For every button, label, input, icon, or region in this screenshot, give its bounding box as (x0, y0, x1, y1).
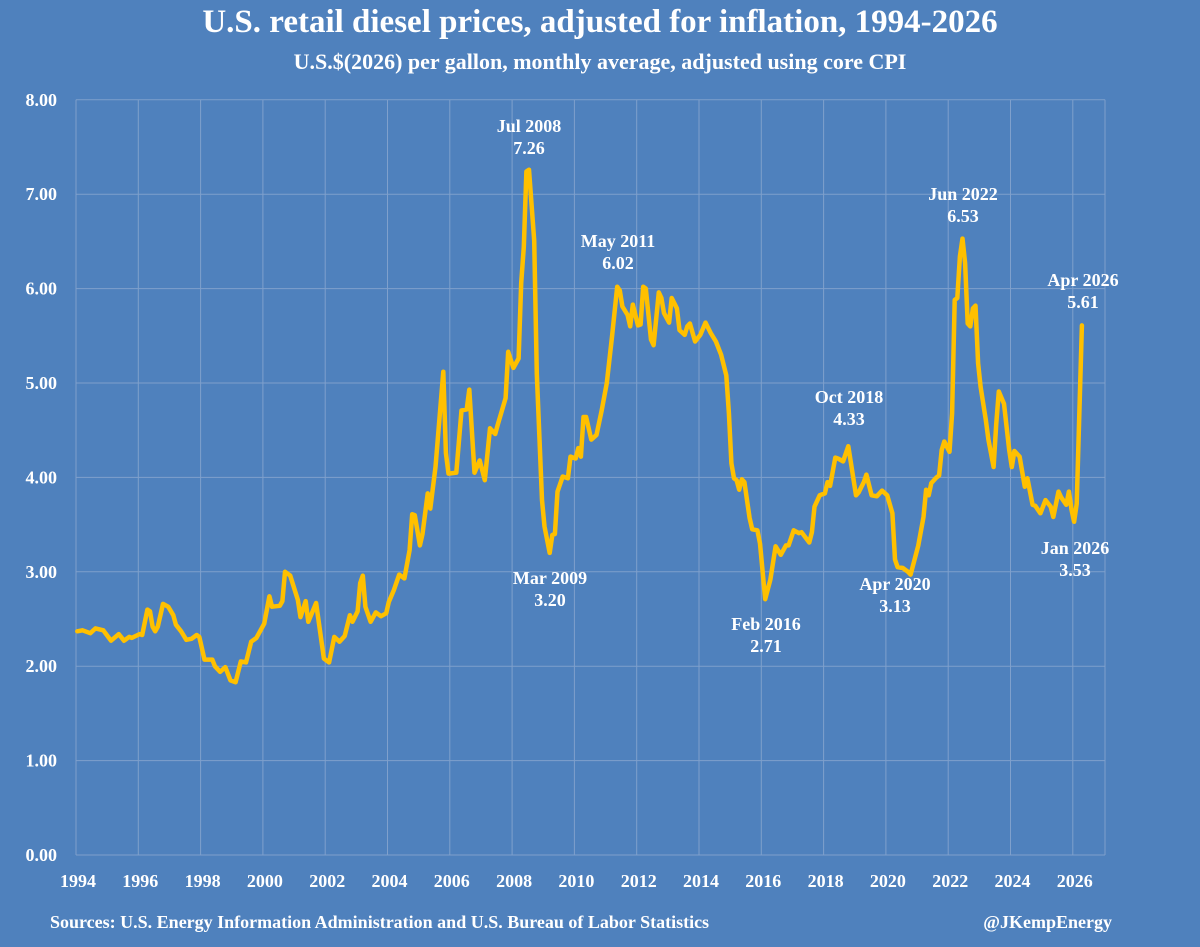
annotation-value: 6.02 (602, 253, 634, 273)
series-line-diesel-price (75, 167, 1085, 685)
annotation-date: Jul 2008 (497, 116, 562, 136)
y-tick-label: 6.00 (26, 279, 58, 299)
chart-title: U.S. retail diesel prices, adjusted for … (202, 4, 998, 40)
x-tick-label: 2016 (745, 871, 781, 891)
x-tick-label: 2026 (1057, 871, 1093, 891)
annotation-value: 4.33 (833, 409, 865, 429)
annotation-date: Oct 2018 (815, 387, 883, 407)
chart-subtitle: U.S.$(2026) per gallon, monthly average,… (293, 49, 907, 74)
y-tick-label: 8.00 (26, 90, 58, 110)
y-tick-label: 0.00 (26, 845, 58, 865)
x-tick-label: 2012 (621, 871, 657, 891)
x-tick-label: 2010 (558, 871, 594, 891)
y-tick-label: 2.00 (26, 656, 58, 676)
y-tick-label: 5.00 (26, 373, 58, 393)
annotation-date: May 2011 (581, 231, 656, 251)
x-tick-label: 2006 (434, 871, 470, 891)
annotation-date: Apr 2026 (1047, 270, 1118, 290)
x-tick-label: 1994 (60, 871, 96, 891)
annotation-value: 6.53 (947, 206, 979, 226)
x-tick-label: 2004 (372, 871, 408, 891)
x-tick-label: 2018 (808, 871, 844, 891)
data-points (77, 169, 1082, 683)
annotation-date: Feb 2016 (731, 614, 801, 634)
y-tick-label: 7.00 (26, 184, 58, 204)
annotation-value: 5.61 (1067, 292, 1099, 312)
author-handle: @JKempEnergy (983, 912, 1112, 932)
annotation-date: Apr 2020 (859, 574, 930, 594)
annotation-value: 3.53 (1059, 560, 1091, 580)
annotation-date: Jun 2022 (928, 184, 998, 204)
x-tick-label: 2022 (932, 871, 968, 891)
annotation-date: Mar 2009 (513, 568, 587, 588)
x-tick-label: 2020 (870, 871, 906, 891)
annotation-value: 7.26 (513, 138, 545, 158)
x-axis-ticks: 1994 1996 1998 2000 2002 2004 2006 2008 2010 2012… (60, 871, 1093, 891)
x-tick-label: 2002 (309, 871, 345, 891)
y-tick-label: 4.00 (26, 467, 58, 487)
annotation-value: 3.20 (534, 590, 566, 610)
x-tick-label: 1998 (185, 871, 221, 891)
x-tick-label: 1996 (122, 871, 158, 891)
annotation-value: 2.71 (750, 636, 782, 656)
x-tick-label: 2008 (496, 871, 532, 891)
x-tick-label: 2000 (247, 871, 283, 891)
x-tick-label: 2024 (995, 871, 1031, 891)
y-tick-label: 3.00 (26, 562, 58, 582)
sources-note: Sources: U.S. Energy Information Adminis… (50, 912, 710, 932)
y-tick-label: 1.00 (26, 751, 58, 771)
gridlines (75, 99, 1106, 856)
y-axis-ticks: 0.00 1.00 2.00 3.00 4.00 5.00 6.00 7.00 8.00 (26, 90, 58, 865)
annotation-date: Jan 2026 (1041, 538, 1110, 558)
x-tick-label: 2014 (683, 871, 719, 891)
annotation-value: 3.13 (879, 596, 911, 616)
